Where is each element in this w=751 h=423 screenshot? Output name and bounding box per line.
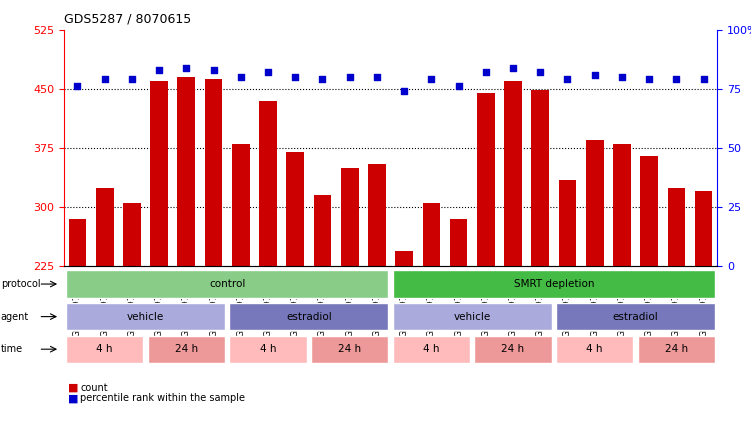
Text: 24 h: 24 h xyxy=(665,344,688,354)
Point xyxy=(289,74,301,80)
Text: 4 h: 4 h xyxy=(260,344,276,354)
Point xyxy=(425,76,437,83)
Point xyxy=(207,66,219,73)
FancyBboxPatch shape xyxy=(66,270,388,298)
Text: 24 h: 24 h xyxy=(502,344,525,354)
Bar xyxy=(68,219,86,266)
FancyBboxPatch shape xyxy=(475,335,552,363)
FancyBboxPatch shape xyxy=(311,335,388,363)
FancyBboxPatch shape xyxy=(638,335,715,363)
Bar xyxy=(123,203,140,266)
Bar xyxy=(205,80,222,266)
Bar xyxy=(232,144,249,266)
Point xyxy=(562,76,574,83)
Text: 4 h: 4 h xyxy=(423,344,439,354)
FancyBboxPatch shape xyxy=(66,335,143,363)
Point xyxy=(643,76,655,83)
Point xyxy=(371,74,383,80)
Bar xyxy=(177,77,195,266)
Bar xyxy=(668,187,685,266)
Text: count: count xyxy=(80,383,108,393)
Point xyxy=(262,69,274,76)
Bar xyxy=(477,93,495,266)
Bar xyxy=(532,91,549,266)
Text: control: control xyxy=(209,279,246,289)
Point xyxy=(71,83,83,90)
FancyBboxPatch shape xyxy=(66,303,225,330)
Point xyxy=(98,76,110,83)
Point xyxy=(153,66,165,73)
Bar xyxy=(314,195,331,266)
Text: vehicle: vehicle xyxy=(127,312,164,321)
Point xyxy=(698,76,710,83)
Bar xyxy=(504,81,522,266)
Bar xyxy=(586,140,604,266)
Text: SMRT depletion: SMRT depletion xyxy=(514,279,594,289)
Text: protocol: protocol xyxy=(1,279,41,289)
Bar xyxy=(613,144,631,266)
Text: estradiol: estradiol xyxy=(286,312,332,321)
Bar xyxy=(695,192,713,266)
FancyBboxPatch shape xyxy=(229,303,388,330)
Bar xyxy=(341,168,358,266)
Bar xyxy=(395,251,413,266)
Bar xyxy=(150,81,168,266)
Text: GDS5287 / 8070615: GDS5287 / 8070615 xyxy=(64,13,191,26)
Point xyxy=(344,74,356,80)
Bar xyxy=(423,203,440,266)
Point xyxy=(398,88,410,95)
Bar xyxy=(559,180,576,266)
Bar xyxy=(368,164,386,266)
Point xyxy=(616,74,628,80)
Point xyxy=(235,74,247,80)
FancyBboxPatch shape xyxy=(393,303,552,330)
Text: estradiol: estradiol xyxy=(613,312,659,321)
Point xyxy=(534,69,546,76)
Text: vehicle: vehicle xyxy=(454,312,491,321)
Point xyxy=(589,71,601,78)
Text: agent: agent xyxy=(1,312,29,321)
Text: percentile rank within the sample: percentile rank within the sample xyxy=(80,393,246,404)
FancyBboxPatch shape xyxy=(556,303,715,330)
Text: 4 h: 4 h xyxy=(587,344,603,354)
Point xyxy=(126,76,138,83)
Bar xyxy=(259,101,277,266)
Bar xyxy=(641,156,658,266)
Text: time: time xyxy=(1,344,23,354)
FancyBboxPatch shape xyxy=(148,335,225,363)
Text: 4 h: 4 h xyxy=(96,344,113,354)
Text: ■: ■ xyxy=(68,383,78,393)
Point xyxy=(453,83,465,90)
Point xyxy=(671,76,683,83)
Point xyxy=(480,69,492,76)
FancyBboxPatch shape xyxy=(229,335,306,363)
FancyBboxPatch shape xyxy=(556,335,633,363)
FancyBboxPatch shape xyxy=(393,270,715,298)
Text: 24 h: 24 h xyxy=(338,344,361,354)
Point xyxy=(316,76,328,83)
Text: ■: ■ xyxy=(68,393,78,404)
Point xyxy=(507,64,519,71)
Point xyxy=(180,64,192,71)
Bar xyxy=(286,152,304,266)
Bar xyxy=(96,187,113,266)
Bar xyxy=(450,219,467,266)
FancyBboxPatch shape xyxy=(393,335,470,363)
Text: 24 h: 24 h xyxy=(175,344,198,354)
